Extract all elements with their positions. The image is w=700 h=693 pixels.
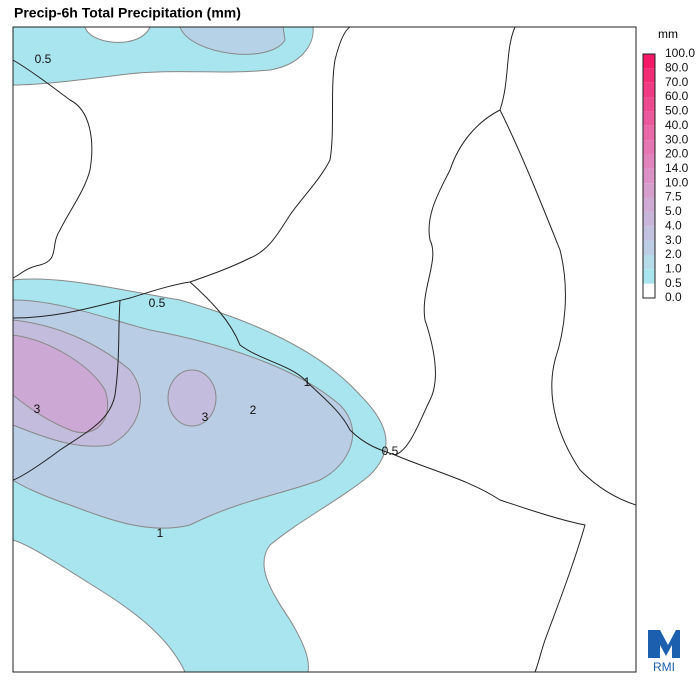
logo: RMI [648, 630, 680, 674]
border [12, 299, 121, 481]
contour-label: 0.5 [149, 296, 166, 310]
colorbar-segment [643, 82, 655, 98]
colorbar-segment [643, 154, 655, 169]
colorbar-segment [643, 54, 655, 69]
colorbar-segment [643, 283, 655, 298]
colorbar-label: 40.0 [665, 118, 689, 132]
colorbar-label: 50.0 [665, 104, 689, 118]
colorbar-segment [643, 97, 655, 112]
colorbar-segment [643, 168, 655, 184]
border [394, 454, 586, 673]
precip-area [179, 26, 286, 55]
border [499, 109, 637, 506]
colorbar-segment [643, 111, 655, 126]
colorbar-label: 80.0 [665, 61, 689, 75]
colorbar-label: 30.0 [665, 132, 689, 146]
logo-mark [648, 630, 680, 658]
map-frame [12, 26, 637, 673]
colorbar-label: 4.0 [665, 218, 682, 232]
colorbar-segment [643, 140, 655, 155]
coastline [12, 59, 93, 279]
colorbar-segment [643, 68, 655, 83]
contour-label: 1 [157, 526, 164, 540]
logo-text: RMI [653, 660, 675, 674]
colorbar-label: 0.5 [665, 276, 682, 290]
colorbar-label: 14.0 [665, 161, 689, 175]
colorbar-label: 1.0 [665, 261, 682, 275]
contour-labels: 0.5 0.5 1 3 3 2 0.5 1 [34, 52, 399, 540]
contour-label: 1 [304, 375, 311, 389]
colorbar-label: 60.0 [665, 89, 689, 103]
colorbar-label: 5.0 [665, 204, 682, 218]
contour-label: 3 [34, 402, 41, 416]
colorbar-label: 70.0 [665, 75, 689, 89]
colorbar-label: 2.0 [665, 247, 682, 261]
border [189, 26, 516, 456]
colorbar-segment [643, 125, 655, 141]
colorbar-frame [642, 53, 656, 299]
contour-label: 3 [202, 410, 209, 424]
colorbar-segment [643, 211, 655, 227]
contour-label: 0.5 [35, 52, 52, 66]
colorbar-segment [643, 269, 655, 284]
contour-label: 0.5 [382, 444, 399, 458]
precip-area [167, 369, 217, 427]
contour-label: 2 [250, 403, 257, 417]
colorbar-segment [643, 240, 655, 255]
dry-hole [84, 26, 151, 43]
title: Precip-6h Total Precipitation (mm) [14, 5, 241, 21]
map [12, 26, 637, 673]
coastline [12, 26, 351, 319]
colorbar-label: 10.0 [665, 175, 689, 189]
precip-area [12, 334, 109, 434]
colorbar-segment [643, 254, 655, 270]
colorbar-label: 20.0 [665, 147, 689, 161]
colorbar-segment [643, 197, 655, 212]
colorbar-segment [643, 183, 655, 198]
colorbar-label: 7.5 [665, 190, 682, 204]
colorbar-label: 100.0 [665, 46, 695, 60]
colorbar-label: 0.0 [665, 290, 682, 304]
colorbar-label: 3.0 [665, 233, 682, 247]
colorbar-segment [643, 226, 655, 241]
colorbar-unit: mm [658, 27, 678, 41]
colorbar: 0.00.51.02.03.04.05.07.510.014.020.030.0… [642, 46, 695, 304]
